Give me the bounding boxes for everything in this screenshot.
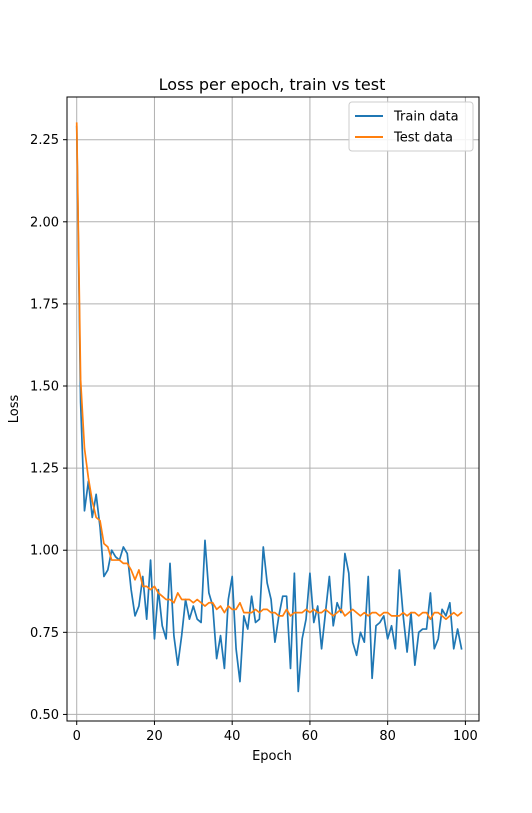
y-tick-label: 1.25 [30,462,59,477]
y-tick-label: 0.75 [30,626,59,641]
y-tick-label: 1.50 [30,380,59,395]
y-axis-label: Loss [7,395,22,424]
x-axis-label: Epoch [252,749,292,764]
x-tick-label: 40 [224,729,241,744]
axis-ticks: 0 20 40 60 80 100 0.50 0.75 1.00 1.25 1.50 1.75 2.00… [30,133,478,744]
test-data-line [75,122,463,621]
y-tick-label: 0.50 [30,708,59,723]
series-lines [75,122,463,693]
legend-label-test: Test data [393,131,453,146]
chart-title: Loss per epoch, train vs test [159,75,386,94]
y-tick-label: 2.00 [30,215,59,230]
legend-label-train: Train data [393,110,459,125]
x-tick-label: 100 [453,729,478,744]
train-data-line [75,125,463,693]
grid-lines [67,97,479,721]
legend-box [348,101,474,152]
x-tick-label: 60 [302,729,319,744]
legend: Train data Test data [348,101,474,152]
x-tick-label: 80 [379,729,396,744]
y-tick-label: 2.25 [30,133,59,148]
y-tick-label: 1.00 [30,544,59,559]
plot-frame [66,96,480,722]
x-tick-label: 20 [146,729,163,744]
y-tick-label: 1.75 [30,297,59,312]
x-tick-label: 0 [73,729,81,744]
